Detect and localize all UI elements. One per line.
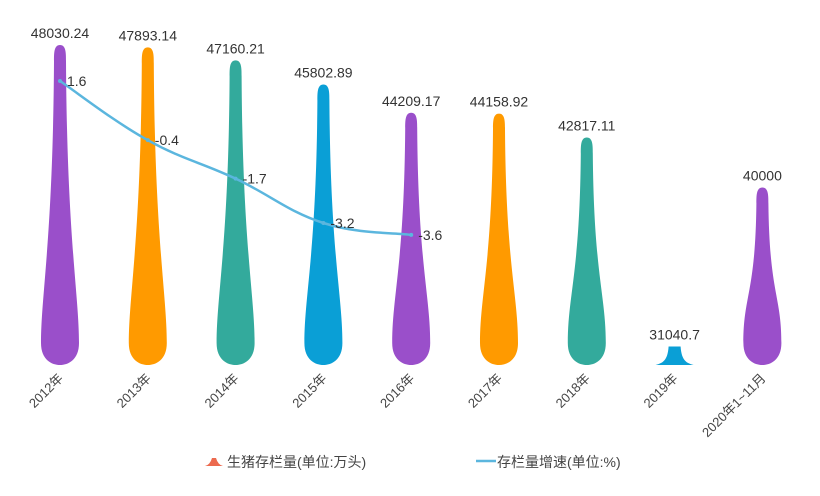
line-point-4: [409, 232, 414, 237]
line-label-3: -3.2: [330, 215, 354, 231]
bar-label-6: 42817.11: [558, 117, 616, 133]
x-tick-label-0: 2012年: [26, 371, 66, 411]
line-point-3: [321, 221, 326, 225]
bar-label-1: 47893.14: [119, 27, 178, 43]
x-tick-label-3: 2015年: [289, 371, 329, 411]
x-tick-label-5: 2017年: [465, 371, 505, 411]
bar-label-7: 31040.7: [649, 327, 700, 343]
bar-label-3: 45802.89: [294, 64, 353, 80]
legend: 生猪存栏量(单位:万头) 存栏量增速(单位:%): [205, 454, 621, 470]
bar-label-0: 48030.24: [31, 25, 90, 41]
x-tick-label-2: 2014年: [201, 371, 241, 411]
legend-item-line[interactable]: 存栏量增速(单位:%): [476, 454, 621, 470]
x-tick-label-1: 2013年: [114, 371, 154, 411]
bar-8: [743, 187, 782, 365]
x-tick-label-4: 2016年: [377, 371, 417, 411]
bar-label-4: 44209.17: [382, 93, 441, 109]
bar-label-8: 40000: [743, 168, 782, 184]
x-tick-label-7: 2019年: [640, 371, 680, 411]
line-label-4: -3.6: [418, 227, 442, 243]
bar-1: [128, 47, 167, 366]
bar-label-5: 44158.92: [470, 94, 529, 110]
bar-label-2: 47160.21: [206, 40, 265, 56]
line-point-2: [233, 176, 238, 181]
x-tick-label-8: 2020年1~11月: [699, 371, 768, 440]
legend-label-bar: 生猪存栏量(单位:万头): [227, 454, 366, 470]
bar-2: [216, 60, 255, 365]
line-point-1: [145, 138, 150, 143]
legend-label-line: 存栏量增速(单位:%): [497, 454, 621, 470]
line-point-0: [58, 79, 62, 83]
x-tick-label-6: 2018年: [553, 371, 593, 411]
bar-7: [655, 346, 694, 365]
legend-item-bar[interactable]: 生猪存栏量(单位:万头): [205, 454, 366, 470]
line-label-1: -0.4: [155, 132, 179, 148]
bar-5: [480, 113, 518, 365]
bar-6: [567, 137, 606, 365]
bar-4: [392, 112, 431, 365]
legend-bar-icon: [205, 458, 223, 466]
bar-0: [41, 44, 79, 365]
line-label-0: 1.6: [67, 73, 87, 89]
line-label-2: -1.7: [243, 171, 267, 187]
